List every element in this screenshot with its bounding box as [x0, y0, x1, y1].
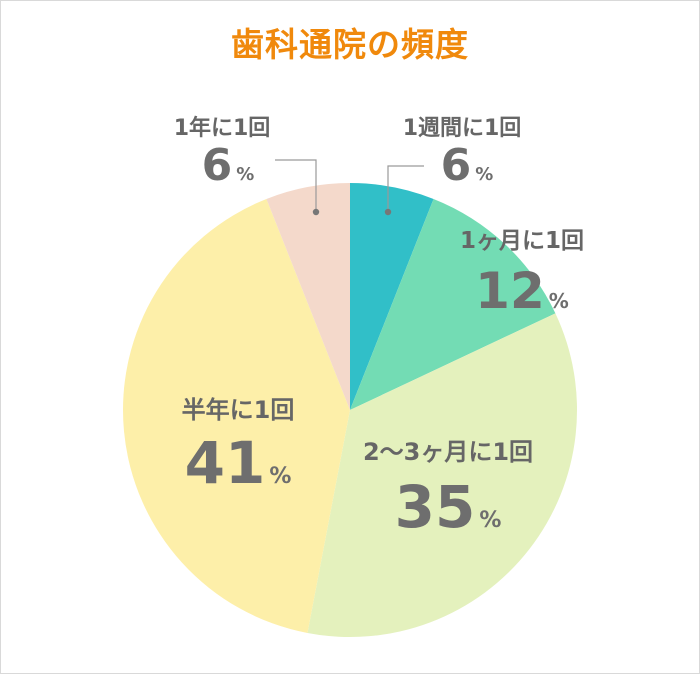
pie-slice-monthly	[350, 198, 556, 410]
pie-slices	[122, 183, 578, 638]
slice-value-bimonthly: 35%	[395, 473, 502, 541]
slice-label-bimonthly: 2〜3ヶ月に1回	[363, 438, 533, 466]
chart-title: 歯科通院の頻度	[231, 25, 469, 64]
slice-value-half-year: 41%	[185, 429, 292, 497]
slice-label-half-year: 半年に1回	[182, 396, 295, 424]
leader-lines	[275, 159, 424, 216]
slice-value-yearly: 6%	[202, 140, 255, 191]
pie-slice-weekly	[350, 183, 434, 410]
leader-line-weekly	[387, 165, 424, 212]
slice-label-monthly: 1ヶ月に1回	[460, 228, 584, 254]
pie-slice-half-year	[122, 198, 350, 633]
leader-dot-yearly	[312, 208, 320, 216]
pie-slice-yearly	[266, 183, 350, 410]
leader-dot-weekly	[384, 208, 392, 216]
pie-slice-bimonthly	[307, 313, 578, 638]
slice-label-weekly: 1週間に1回	[403, 116, 522, 141]
slice-value-weekly: 6%	[441, 140, 494, 191]
leader-line-yearly	[275, 159, 317, 212]
slice-value-monthly: 12%	[475, 262, 569, 320]
slice-label-yearly: 1年に1回	[174, 115, 271, 141]
